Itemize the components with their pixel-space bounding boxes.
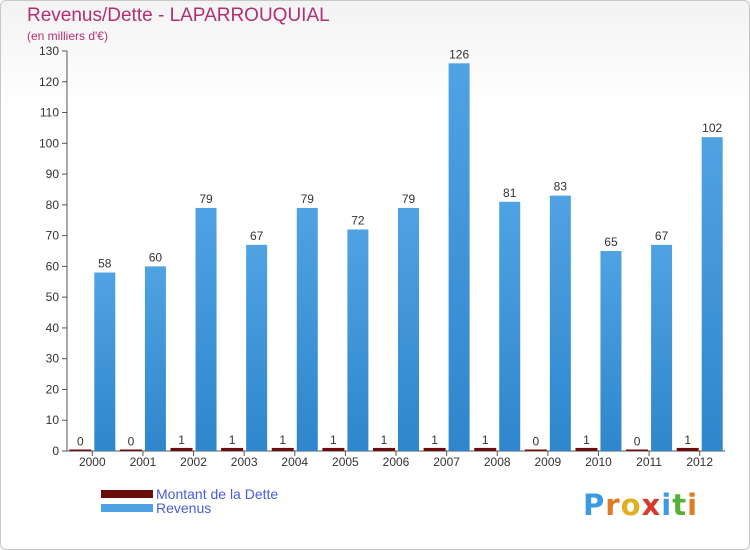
bar-revenue	[195, 207, 217, 451]
x-tick-label: 2005	[332, 455, 359, 469]
y-tick-label: 10	[46, 413, 60, 427]
bar-revenue-label: 60	[149, 250, 163, 264]
y-tick-label: 30	[46, 352, 60, 366]
proxiti-logo: Proxiti	[583, 488, 698, 522]
bar-revenue	[448, 63, 470, 452]
bar-debt-label: 1	[583, 433, 590, 447]
bar-debt-label: 1	[684, 433, 691, 447]
bar-debt	[170, 447, 193, 451]
bar-debt-label: 1	[431, 433, 438, 447]
bar-debt-label: 0	[533, 435, 540, 449]
bar-revenue	[347, 229, 369, 451]
x-tick-label: 2012	[686, 455, 713, 469]
y-tick-label: 110	[40, 106, 59, 120]
bar-debt	[474, 447, 497, 451]
bar-debt-label: 1	[482, 433, 489, 447]
bar-revenue	[701, 137, 723, 451]
y-tick-label: 50	[46, 290, 60, 304]
logo-letter: x	[641, 488, 662, 522]
x-tick-label: 2011	[636, 455, 662, 469]
y-tick-label: 100	[39, 136, 59, 150]
bar-revenue	[398, 207, 419, 451]
bar-debt	[69, 449, 92, 451]
bar-revenue	[296, 207, 318, 451]
y-tick-label: 20	[46, 382, 60, 396]
chart-title: Revenus/Dette - LAPARROUQUIAL	[27, 5, 330, 26]
x-tick-label: 2008	[484, 455, 511, 469]
bar-debt-label: 1	[330, 433, 337, 447]
bar-debt-label: 0	[77, 435, 84, 449]
bar-revenue	[549, 195, 571, 451]
bar-debt-label: 1	[178, 433, 185, 447]
x-tick-label: 2002	[180, 455, 207, 469]
bar-revenue-label: 79	[402, 192, 416, 206]
x-tick-label: 2001	[130, 455, 157, 469]
x-tick-label: 2006	[383, 455, 410, 469]
y-tick-label: 70	[46, 229, 60, 243]
bar-revenue	[246, 244, 268, 451]
y-tick-label: 90	[46, 167, 60, 181]
x-tick-label: 2010	[585, 455, 612, 469]
x-tick-label: 2009	[534, 455, 561, 469]
bar-revenue	[651, 244, 673, 451]
y-tick-label: 0	[52, 444, 59, 458]
bar-revenue-label: 67	[250, 229, 264, 243]
y-tick-label: 80	[46, 198, 60, 212]
y-tick-label: 120	[39, 75, 59, 89]
x-tick-label: 2007	[433, 455, 460, 469]
bar-debt-label: 1	[229, 433, 236, 447]
x-tick-label: 2004	[281, 455, 308, 469]
bar-debt	[322, 447, 345, 451]
y-tick-label: 60	[46, 259, 60, 273]
bar-revenue	[94, 272, 116, 451]
legend-label-debt: Montant de la Dette	[156, 486, 279, 502]
legend-swatch-debt	[101, 490, 153, 498]
bar-revenue-label: 83	[554, 180, 568, 194]
bar-revenue-label: 81	[503, 186, 517, 200]
bar-revenue-label: 79	[301, 192, 315, 206]
chart-subtitle: (en milliers d'€)	[27, 29, 108, 43]
y-tick-label: 40	[46, 321, 60, 335]
bar-debt	[423, 447, 446, 451]
x-tick-label: 2003	[231, 455, 258, 469]
bar-revenue-label: 65	[604, 235, 618, 249]
bar-revenue-label: 126	[449, 47, 469, 61]
legend-label-revenue: Revenus	[156, 500, 212, 516]
bar-revenue-label: 79	[199, 192, 213, 206]
bar-debt	[575, 447, 598, 451]
bar-debt	[271, 447, 294, 451]
bar-revenue	[600, 251, 622, 451]
bar-revenue-label: 102	[702, 121, 722, 135]
bar-debt	[373, 447, 395, 451]
logo-letter: i	[661, 488, 673, 522]
logo-letter: i	[687, 488, 699, 522]
bar-revenue	[144, 266, 166, 451]
legend-swatch-revenue	[101, 504, 153, 512]
y-tick-label: 130	[39, 44, 59, 58]
bar-revenue-label: 72	[351, 213, 365, 227]
bar-debt-label: 1	[381, 433, 388, 447]
bar-debt	[626, 449, 649, 451]
logo-letter: r	[605, 488, 621, 522]
logo-letter: P	[583, 488, 606, 522]
x-tick-label: 2000	[79, 455, 106, 469]
logo-letter: t	[672, 488, 688, 522]
bar-debt	[524, 449, 547, 451]
bar-debt	[676, 447, 699, 451]
bar-revenue-label: 58	[98, 257, 112, 271]
bar-debt	[221, 447, 244, 451]
bar-revenue	[499, 201, 521, 451]
bar-debt-label: 1	[279, 433, 286, 447]
bar-debt-label: 0	[128, 435, 135, 449]
bar-debt-label: 0	[634, 435, 641, 449]
bar-debt	[119, 449, 142, 451]
bar-revenue-label: 67	[655, 229, 669, 243]
logo-letter: o	[620, 488, 642, 522]
